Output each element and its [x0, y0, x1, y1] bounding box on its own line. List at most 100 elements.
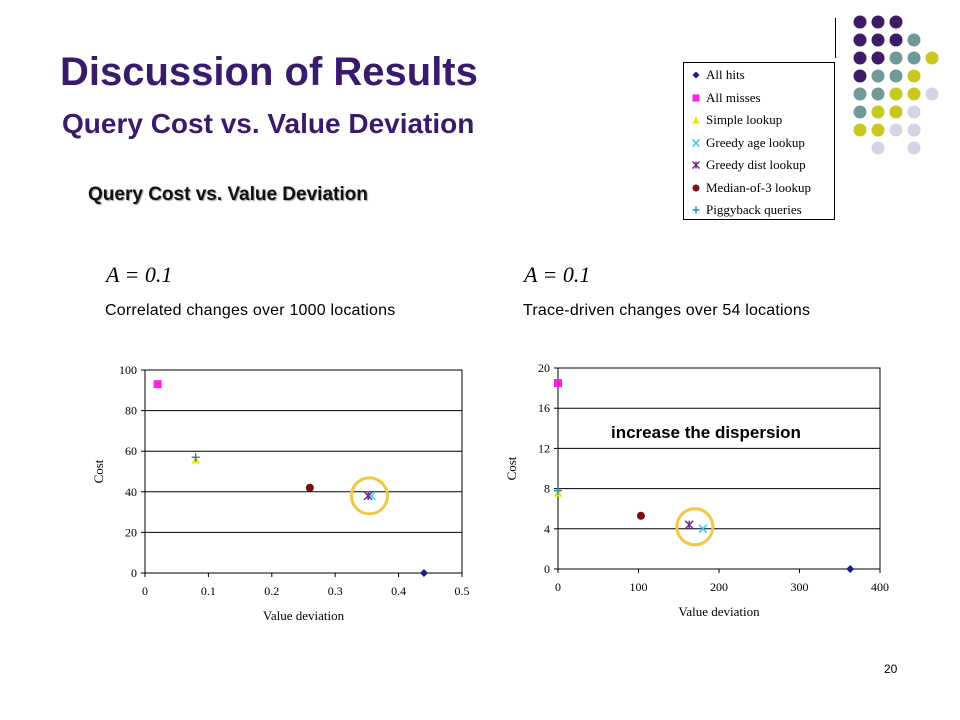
- legend-item-median-of-3-lookup: Median-of-3 lookup: [690, 179, 811, 197]
- decorative-dot: [907, 123, 921, 137]
- decorative-dot: [907, 51, 921, 65]
- plot-area: [144, 369, 463, 574]
- y-tick-label: 60: [125, 444, 137, 458]
- legend-item-all-hits: All hits: [690, 66, 745, 84]
- legend-item-piggyback-queries: Piggyback queries: [690, 201, 802, 219]
- data-point-greedy-age-lookup: [698, 524, 708, 534]
- x-axis-label: Value deviation: [678, 604, 760, 619]
- legend-label: Piggyback queries: [706, 202, 802, 217]
- legend-marker-square-icon: [692, 94, 700, 101]
- legend-item-simple-lookup: Simple lookup: [690, 111, 782, 129]
- data-point-all-hits: [419, 569, 428, 577]
- data-point-all-misses: [554, 379, 562, 388]
- decorative-dot: [889, 69, 903, 83]
- legend-label: All hits: [706, 67, 745, 82]
- y-tick-label: 20: [538, 361, 550, 375]
- section-title: Query Cost vs. Value Deviation: [88, 184, 368, 205]
- decorative-dot: [853, 123, 867, 137]
- decorative-dot-grid: [853, 15, 939, 155]
- decorative-dot: [871, 33, 885, 47]
- y-tick-label: 80: [125, 404, 137, 418]
- scatter-chart-correlated: 0 20 40 60 80 100 0 0.1 0.2 0.3 0.4 0.5 Value deviat…: [91, 363, 470, 623]
- decorative-dot: [853, 69, 867, 83]
- decorative-dot: [925, 87, 939, 101]
- data-point-piggyback-queries: [191, 453, 200, 462]
- decorative-dot: [871, 51, 885, 65]
- legend-marker-triangle-icon: [692, 116, 700, 124]
- x-tick-label: 100: [630, 580, 648, 594]
- decorative-dot: [853, 15, 867, 29]
- decorative-dot: [907, 105, 921, 119]
- chart-2-caption: Trace-driven changes over 54 locations: [523, 302, 811, 319]
- data-point-all-hits: [846, 565, 855, 573]
- legend-marker-x-icon: [691, 138, 701, 147]
- x-tick-label: 0: [555, 580, 561, 594]
- decorative-dot: [853, 105, 867, 119]
- legend-label: Greedy dist lookup: [706, 157, 806, 172]
- x-tick-label: 0.3: [328, 584, 343, 598]
- decorative-dot: [871, 141, 885, 155]
- legend-label: Simple lookup: [706, 112, 783, 127]
- decorative-dot: [925, 51, 939, 65]
- x-axis-label: Value deviation: [263, 608, 345, 623]
- legend-item-all-misses: All misses: [690, 89, 761, 107]
- decorative-dot: [871, 15, 885, 29]
- decorative-dot: [907, 141, 921, 155]
- decorative-dot: [853, 87, 867, 101]
- decorative-dot: [889, 123, 903, 137]
- y-axis-label: Cost: [504, 456, 519, 480]
- legend-item-greedy-dist-lookup: Greedy dist lookup: [690, 156, 806, 174]
- data-point-greedy-dist-lookup: [363, 491, 373, 501]
- decorative-dot: [889, 51, 903, 65]
- data-point-all-misses: [153, 380, 162, 389]
- x-tick-label: 400: [871, 580, 889, 594]
- highlight-circle: [675, 507, 715, 547]
- decorative-dot: [889, 15, 903, 29]
- plot-area: [557, 367, 881, 570]
- decorative-dot: [853, 51, 867, 65]
- decorative-dot: [907, 87, 921, 101]
- y-tick-label: 40: [125, 485, 137, 499]
- data-point-median-of-3-lookup: [305, 483, 314, 492]
- data-point-median-of-3-lookup: [636, 511, 645, 520]
- y-tick-label: 0: [544, 562, 550, 576]
- decorative-dot: [907, 33, 921, 47]
- decorative-dot: [871, 69, 885, 83]
- deco-divider-line: [835, 18, 836, 58]
- y-tick-label: 4: [544, 522, 550, 536]
- legend-label: All misses: [706, 89, 761, 105]
- x-tick-label: 0.5: [455, 584, 470, 598]
- y-tick-label: 8: [544, 482, 550, 496]
- legend-label: Greedy age lookup: [706, 134, 805, 150]
- legend-marker-asterisk-icon: [691, 160, 701, 170]
- x-tick-label: 0.4: [391, 584, 406, 598]
- legend-marker-circle-icon: [692, 184, 700, 191]
- decorative-dot: [871, 87, 885, 101]
- legend-marker-diamond-icon: [692, 71, 700, 79]
- decorative-dot: [853, 33, 867, 47]
- y-tick-label: 12: [538, 441, 550, 455]
- y-tick-label: 16: [538, 401, 550, 415]
- legend-marker-plus-icon: [692, 206, 700, 214]
- annotation-increase-dispersion: increase the dispersion: [611, 423, 801, 442]
- x-tick-label: 300: [791, 580, 809, 594]
- chart-legend: All hits All misses Simple lookup Greedy ag…: [683, 62, 835, 220]
- legend-label: Median-of-3 lookup: [706, 179, 812, 195]
- y-tick-label: 20: [125, 525, 137, 539]
- slide-number: 20: [884, 662, 898, 676]
- x-tick-label: 200: [710, 580, 728, 594]
- y-tick-label: 100: [119, 363, 137, 377]
- highlight-circle: [349, 476, 389, 516]
- x-tick-label: 0: [142, 584, 148, 598]
- y-axis-label: Cost: [91, 459, 106, 483]
- chart-1-param: A = 0.1: [106, 262, 173, 287]
- decorative-dot: [871, 123, 885, 137]
- decorative-dot: [889, 105, 903, 119]
- chart-1-caption: Correlated changes over 1000 locations: [105, 302, 396, 319]
- decorative-dot: [871, 105, 885, 119]
- y-tick-label: 0: [131, 566, 137, 580]
- data-point-piggyback-queries: [554, 486, 562, 495]
- legend-item-greedy-age-lookup: Greedy age lookup: [690, 134, 805, 152]
- x-tick-label: 0.2: [264, 584, 279, 598]
